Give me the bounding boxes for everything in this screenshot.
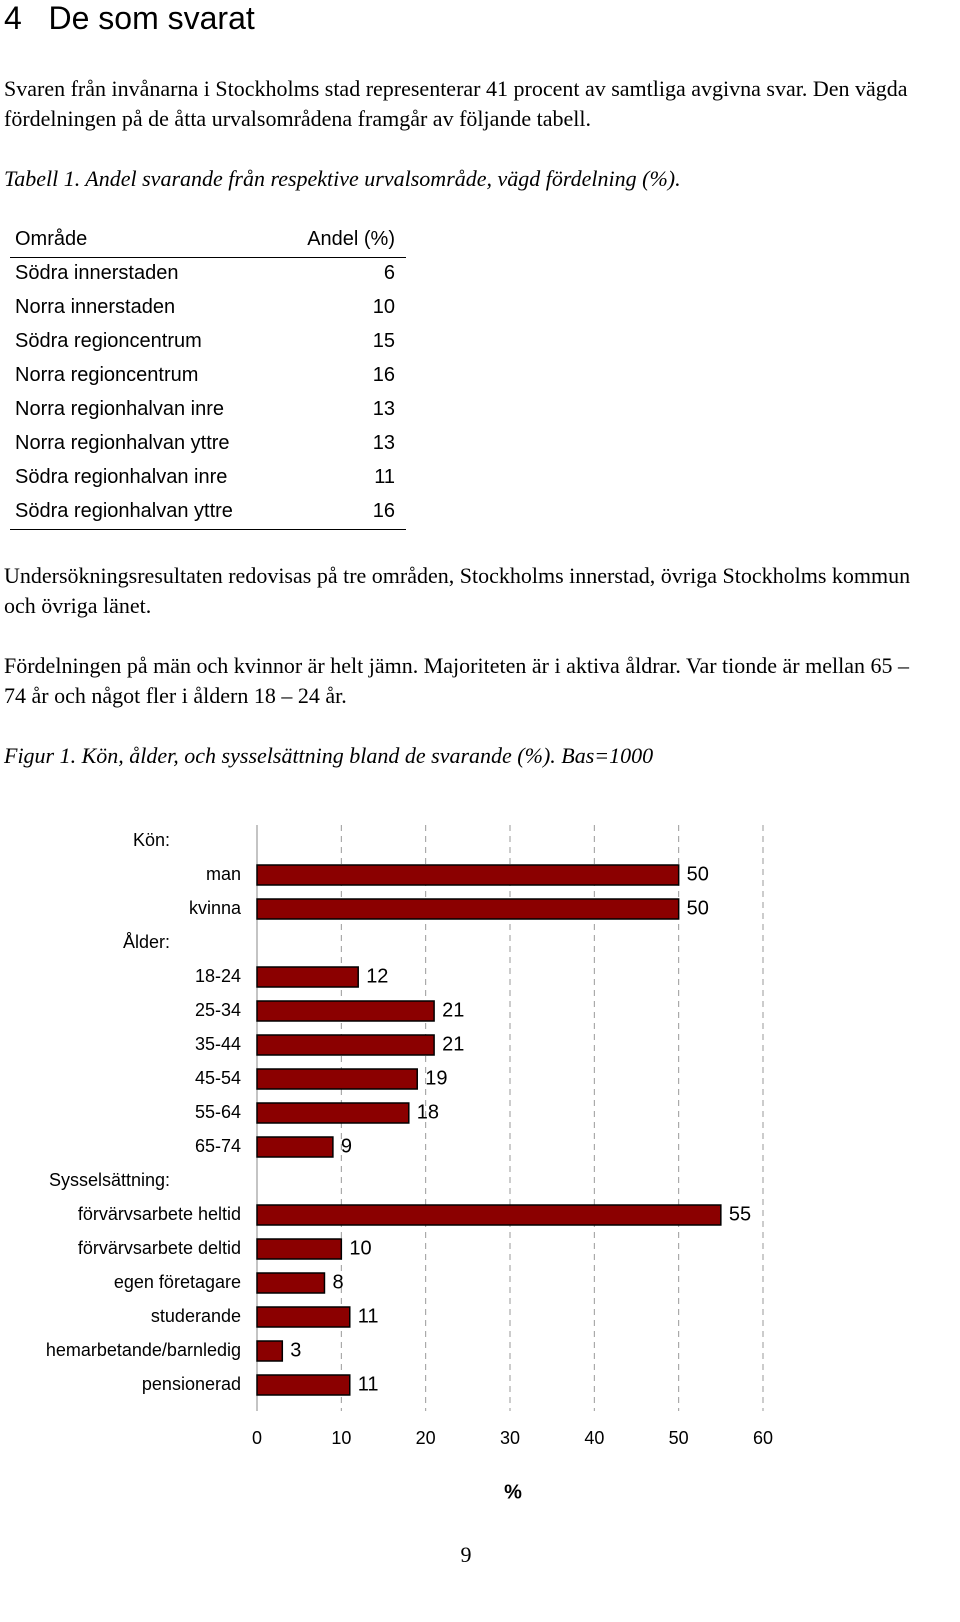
table-caption: Tabell 1. Andel svarande från respektive…	[4, 166, 681, 191]
table-cell: Norra regioncentrum	[15, 364, 199, 386]
group-label: Ålder:	[123, 932, 170, 952]
paragraph: Svaren från invånarna i Stockholms stad …	[4, 76, 908, 131]
y-tick-label: 65-74	[195, 1136, 241, 1156]
bar	[256, 1000, 435, 1022]
bar	[256, 1238, 343, 1260]
table-cell: Södra regioncentrum	[15, 330, 202, 352]
heading-title: De som svarat	[48, 0, 255, 36]
table-cell: 10	[372, 296, 395, 318]
data-label: 12	[366, 965, 388, 987]
bar	[256, 1374, 351, 1396]
data-label: 11	[358, 1305, 379, 1327]
data-label: 11	[358, 1373, 379, 1395]
bar	[256, 1034, 435, 1056]
data-label: 21	[442, 999, 464, 1021]
bar	[256, 1272, 326, 1294]
y-tick-label: 25-34	[195, 1000, 241, 1020]
table-rule	[10, 529, 406, 530]
table-cell: Södra regionhalvan inre	[15, 466, 228, 488]
heading: 4 De som svarat	[4, 0, 255, 37]
y-tick-label: pensionerad	[142, 1374, 241, 1394]
x-tick-label: 50	[669, 1428, 689, 1448]
paragraph: Undersökningsresultaten redovisas på tre…	[4, 563, 911, 618]
table-cell: 13	[372, 432, 395, 454]
x-tick-label: 0	[252, 1428, 262, 1448]
y-tick-label: förvärvsarbete deltid	[78, 1238, 241, 1258]
data-label: 55	[729, 1203, 751, 1225]
page-number: 9	[460, 1542, 472, 1567]
y-tick-label: studerande	[151, 1306, 241, 1326]
y-tick-label: 35-44	[195, 1034, 241, 1054]
table-cell: 11	[374, 466, 395, 488]
y-tick-label: hemarbetande/barnledig	[46, 1340, 241, 1360]
paragraph: Fördelningen på män och kvinnor är helt …	[4, 653, 909, 708]
y-tick-label: förvärvsarbete heltid	[78, 1204, 241, 1224]
x-tick-label: 60	[753, 1428, 773, 1448]
bar	[256, 1204, 722, 1226]
table-cell: Norra innerstaden	[15, 296, 176, 318]
bar	[256, 1102, 410, 1124]
bar	[256, 864, 680, 886]
table-cell: Södra innerstaden	[15, 262, 179, 284]
y-tick-label: 18-24	[195, 966, 241, 986]
table-header: Område	[15, 228, 88, 250]
bar	[256, 966, 359, 988]
data-label: 8	[332, 1271, 343, 1293]
data-label: 19	[425, 1067, 447, 1089]
table-cell: 13	[372, 398, 395, 420]
table-cell: 6	[383, 262, 395, 284]
table-cell: Norra regionhalvan yttre	[15, 432, 230, 454]
data-label: 3	[290, 1339, 301, 1361]
table-rule	[10, 257, 406, 258]
data-label: 10	[349, 1237, 371, 1259]
x-tick-label: 40	[584, 1428, 604, 1448]
bar	[256, 1068, 418, 1090]
x-tick-label: 30	[500, 1428, 520, 1448]
x-tick-label: 10	[331, 1428, 351, 1448]
bar	[256, 1306, 351, 1328]
table-header: Andel (%)	[307, 228, 395, 250]
group-label: Sysselsättning:	[49, 1170, 170, 1190]
bar	[256, 1340, 284, 1362]
table-cell: 16	[372, 500, 395, 522]
table-cell: Södra regionhalvan yttre	[15, 500, 233, 522]
x-tick-label: 20	[416, 1428, 436, 1448]
y-tick-label: kvinna	[189, 898, 242, 918]
data-label: 21	[442, 1033, 464, 1055]
figure-caption: Figur 1. Kön, ålder, och sysselsättning …	[4, 743, 654, 768]
bar	[256, 1136, 334, 1158]
heading-number: 4	[4, 0, 22, 36]
data-label: 50	[687, 897, 709, 919]
group-label: Kön:	[133, 830, 170, 850]
table-cell: Norra regionhalvan inre	[15, 398, 225, 420]
table-cell: 16	[372, 364, 395, 386]
y-tick-label: egen företagare	[114, 1272, 241, 1292]
y-tick-label: 55-64	[195, 1102, 241, 1122]
x-axis-label: %	[504, 1481, 522, 1503]
data-label: 9	[341, 1135, 352, 1157]
data-label: 50	[687, 863, 709, 885]
bar	[256, 898, 680, 920]
table-cell: 15	[372, 330, 395, 352]
y-tick-label: 45-54	[195, 1068, 241, 1088]
y-tick-label: man	[206, 864, 241, 884]
data-label: 18	[417, 1101, 439, 1123]
